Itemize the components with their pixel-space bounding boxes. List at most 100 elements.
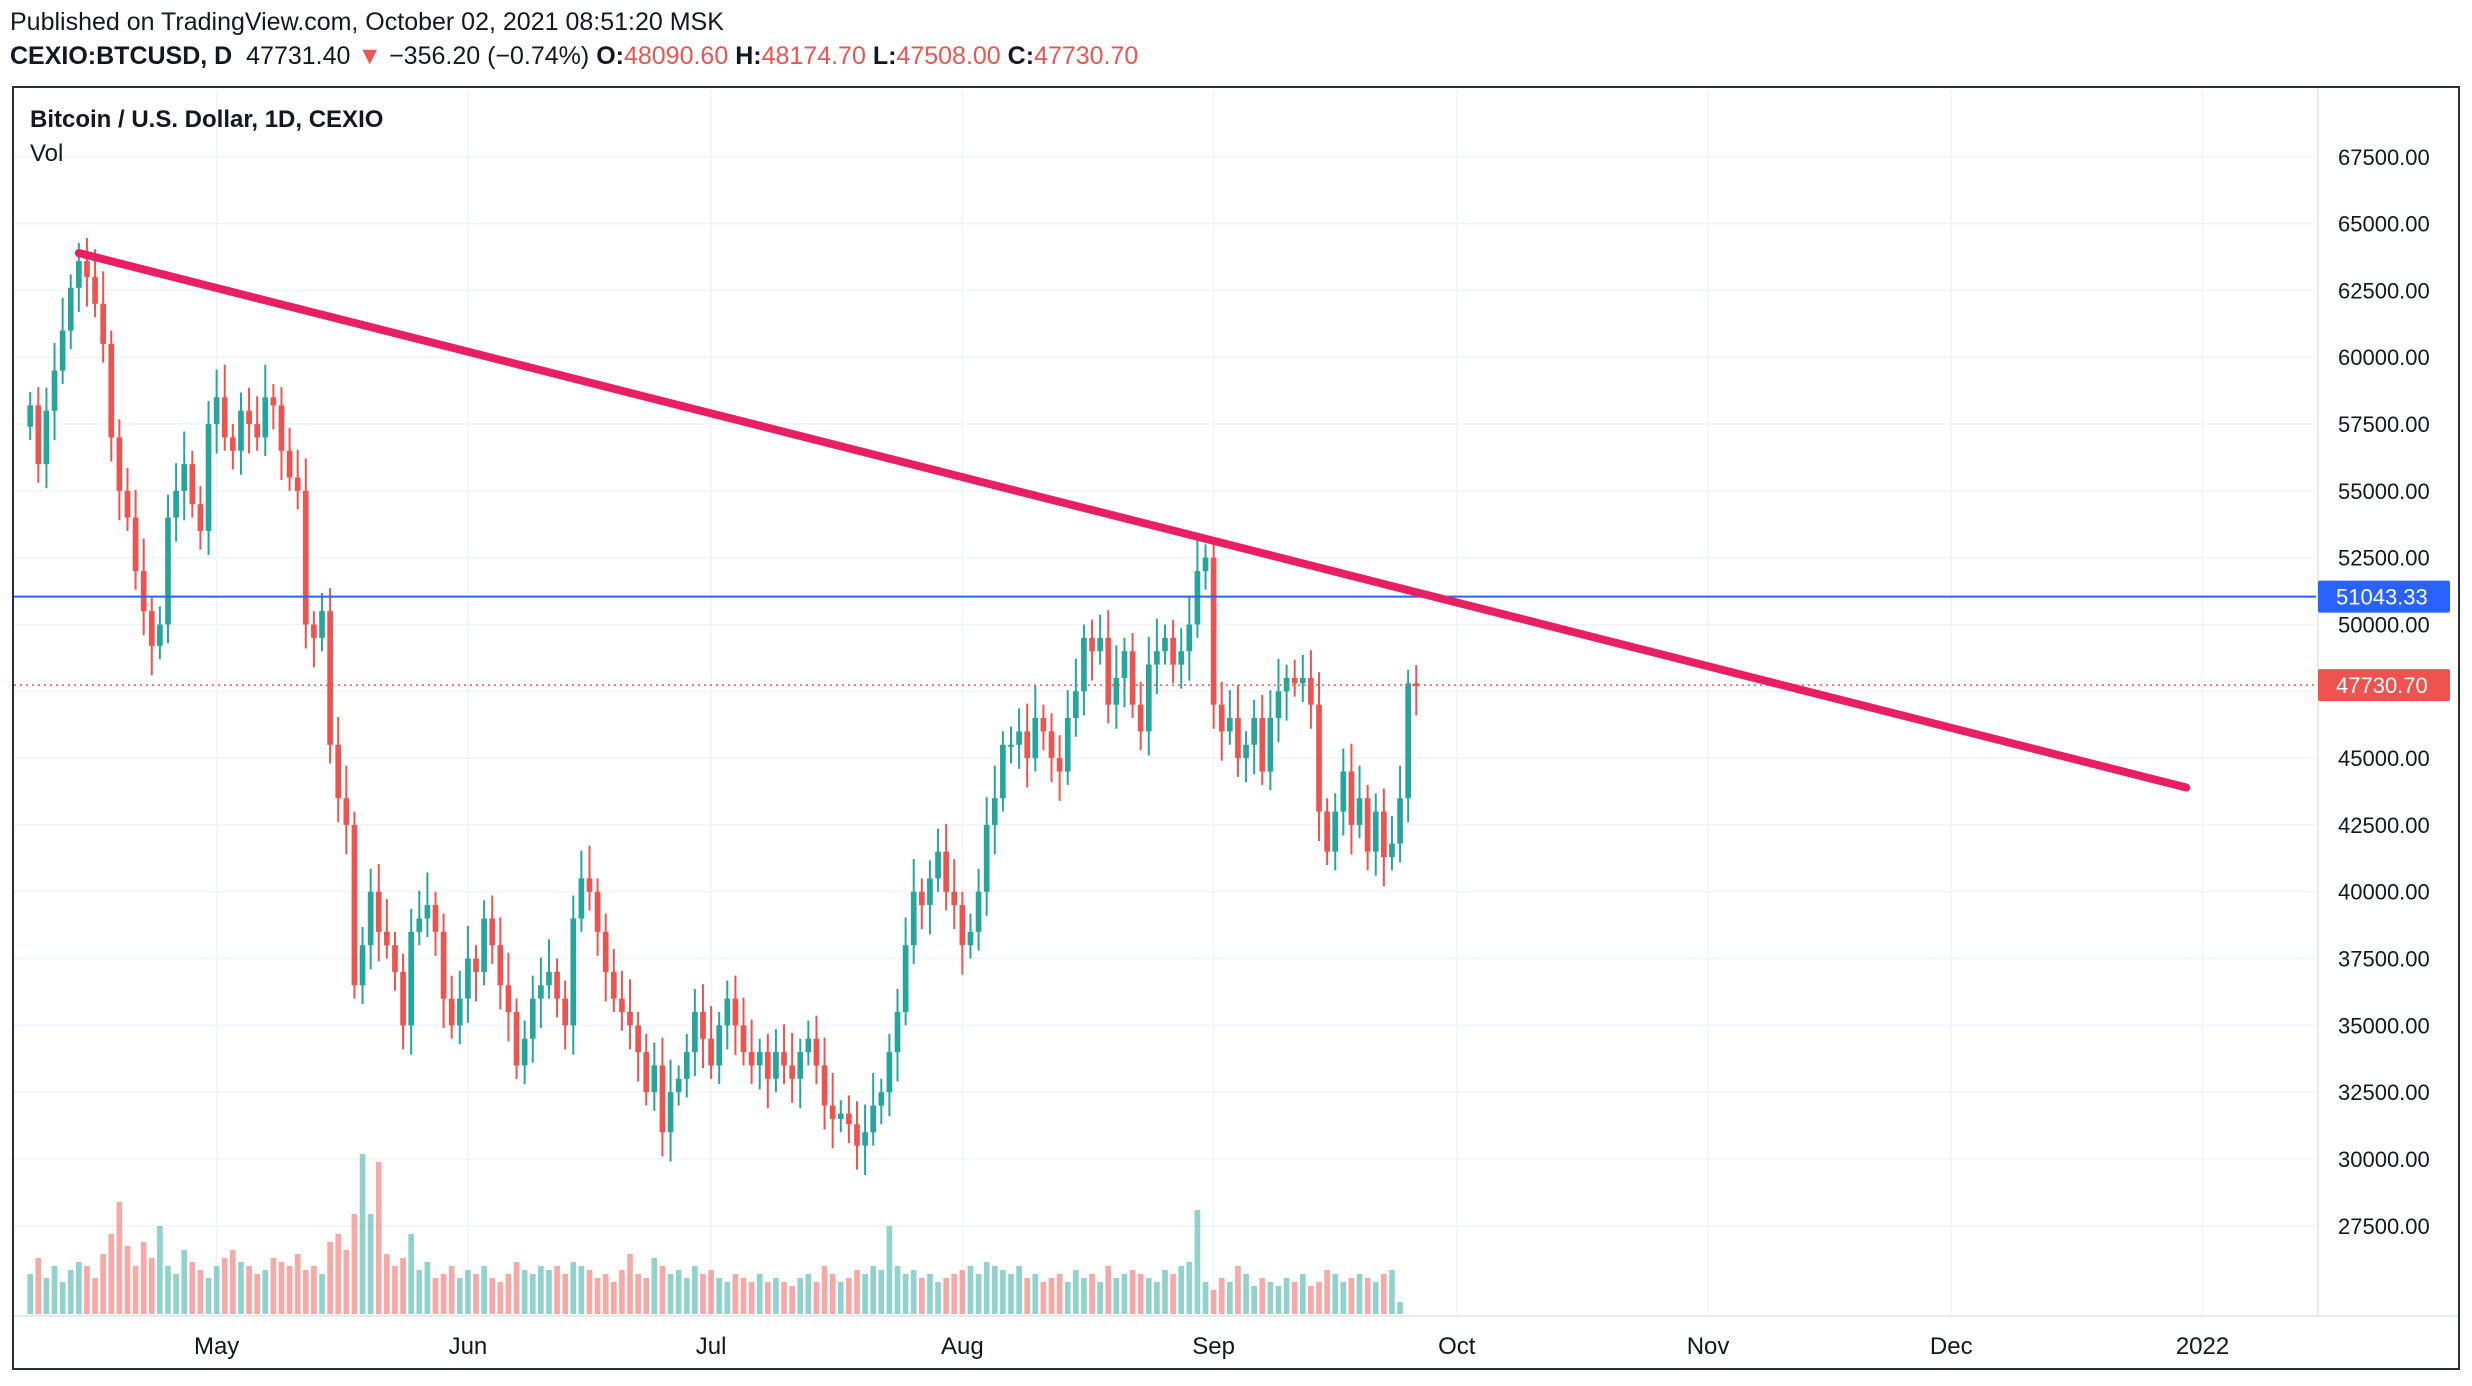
candle-body xyxy=(1202,557,1209,572)
candle-body xyxy=(951,891,958,906)
candle-body xyxy=(440,931,447,999)
volume-bar xyxy=(651,1258,658,1314)
candle-body xyxy=(586,878,593,892)
candle-body xyxy=(1137,704,1144,732)
candle-body xyxy=(1267,718,1274,772)
candle-body xyxy=(513,1012,520,1066)
candle-body xyxy=(489,918,496,946)
volume-bars xyxy=(27,1154,1403,1314)
volume-bar xyxy=(489,1278,496,1314)
candle-body xyxy=(351,824,358,986)
volume-bar xyxy=(424,1262,431,1314)
candle-body xyxy=(384,931,390,946)
candle-body xyxy=(165,517,171,625)
candle-body xyxy=(100,303,106,344)
candle-body xyxy=(675,1078,682,1093)
candle-body xyxy=(448,998,455,1026)
volume-bar xyxy=(724,1282,731,1314)
volume-bar xyxy=(213,1266,220,1314)
symbol-name[interactable]: CEXIO:BTCUSD, D xyxy=(10,42,233,70)
volume-bar xyxy=(1364,1278,1371,1314)
volume-bar xyxy=(416,1270,423,1314)
candle-body xyxy=(756,1052,763,1066)
volume-bar xyxy=(1024,1278,1031,1314)
candle-body xyxy=(197,504,204,531)
volume-bar xyxy=(35,1258,42,1314)
volume-bar xyxy=(1064,1282,1071,1314)
candle-body xyxy=(927,878,933,906)
candle-body xyxy=(1291,677,1298,684)
volume-legend: Vol xyxy=(30,140,64,167)
candle-body xyxy=(375,891,382,932)
volume-bar xyxy=(781,1282,787,1314)
volume-bar xyxy=(829,1274,836,1314)
low-value: 47508.00 xyxy=(896,42,1001,70)
candle-body xyxy=(659,1065,666,1133)
candle-body xyxy=(975,891,982,932)
low-label: L: xyxy=(872,42,897,70)
candle-body xyxy=(740,1025,747,1053)
volume-bar xyxy=(1129,1270,1136,1314)
candle-body xyxy=(562,998,569,1026)
volume-bar xyxy=(586,1270,593,1314)
candle-body xyxy=(829,1105,836,1119)
candle-body xyxy=(1308,677,1314,705)
volume-bar xyxy=(505,1274,512,1314)
volume-bar xyxy=(1145,1278,1152,1314)
volume-bar xyxy=(278,1262,285,1314)
hline-price-label: 51043.33 xyxy=(2336,585,2428,610)
candle-body xyxy=(627,1012,633,1026)
time-tick-label: Sep xyxy=(1192,1333,1235,1360)
volume-bar xyxy=(821,1266,828,1314)
volume-bar xyxy=(837,1282,844,1314)
candle-body xyxy=(497,945,504,986)
candle-body xyxy=(1340,771,1347,812)
candle-body xyxy=(983,824,990,892)
hline-axis-label: 51043.33 xyxy=(2318,580,2450,613)
volume-bar xyxy=(627,1254,633,1314)
volume-bar xyxy=(983,1262,990,1314)
open-value: 48090.60 xyxy=(623,42,729,70)
candle-body xyxy=(1186,624,1193,652)
candle-body xyxy=(1097,637,1103,652)
chart-frame xyxy=(12,86,2460,1370)
candle-body xyxy=(1016,731,1022,745)
candle-body xyxy=(456,998,463,1026)
candle-body xyxy=(1275,691,1282,719)
down-arrow-icon: ▼ xyxy=(357,42,383,70)
price-tick-label: 42500.00 xyxy=(2338,813,2430,838)
candle-body xyxy=(578,878,585,919)
candle-body xyxy=(392,945,398,972)
candle-body xyxy=(1178,651,1185,665)
volume-bar xyxy=(635,1274,641,1314)
volume-bar xyxy=(521,1270,528,1314)
volume-bar xyxy=(327,1242,333,1314)
candle-body xyxy=(546,971,552,986)
candle-body xyxy=(43,410,50,465)
chart-grid xyxy=(14,90,2316,1314)
candle-body xyxy=(335,744,342,799)
candle-body xyxy=(610,971,617,999)
candle-body xyxy=(59,330,66,371)
candle-body xyxy=(1259,718,1266,772)
candle-body xyxy=(254,424,261,438)
price-tick-label: 32500.00 xyxy=(2338,1080,2430,1105)
volume-bar xyxy=(51,1266,58,1314)
volume-bar xyxy=(959,1270,966,1314)
price-tick-label: 65000.00 xyxy=(2338,212,2430,237)
candle-body xyxy=(789,1065,795,1079)
candle-body xyxy=(408,931,415,1026)
candle-body xyxy=(132,517,139,572)
price-change: −356.20 (−0.74%) xyxy=(389,42,590,70)
volume-bar xyxy=(708,1270,714,1314)
volume-bar xyxy=(1218,1278,1225,1314)
candle-body xyxy=(854,1124,860,1146)
candle-body xyxy=(773,1052,779,1079)
price-tick-label: 55000.00 xyxy=(2338,479,2430,504)
time-tick-label: Oct xyxy=(1438,1333,1476,1360)
candle-body xyxy=(278,405,285,451)
volume-bar xyxy=(440,1274,447,1314)
candle-body xyxy=(821,1065,828,1106)
volume-bar xyxy=(991,1266,998,1314)
